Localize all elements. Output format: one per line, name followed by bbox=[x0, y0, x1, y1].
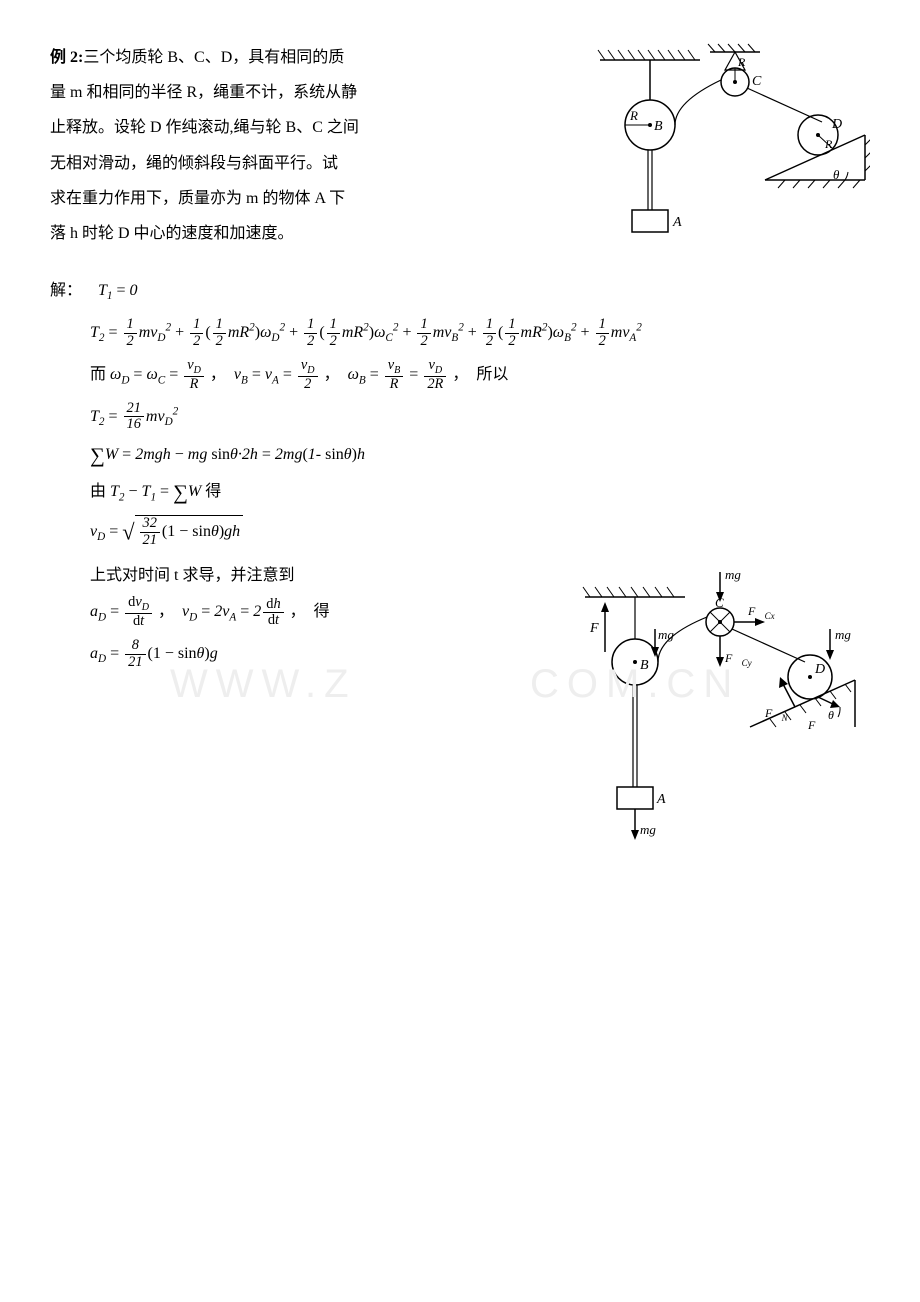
problem-line-1: 量 m 和相同的半径 R，绳重不计，系统从静 bbox=[50, 84, 357, 101]
problem-line-4: 求在重力作用下，质量亦为 m 的物体 A 下 bbox=[50, 190, 345, 207]
svg-text:θ: θ bbox=[828, 708, 834, 722]
eq-omega-relations: 而 ωD = ωC = vDR ， vB = vA = vD2 ， ωB = v… bbox=[90, 358, 870, 393]
deriv-row: 上式对时间 t 求导，并注意到 aD = dvDdt ， vD = 2vA = … bbox=[50, 557, 870, 890]
problem-row: 例 2:三个均质轮 B、C、D，具有相同的质 量 m 和相同的半径 R，绳重不计… bbox=[50, 40, 870, 273]
problem-line-5: 落 h 时轮 D 中心的速度和加速度。 bbox=[50, 225, 294, 242]
svg-text:mg⃗: mg⃗ bbox=[658, 627, 684, 642]
note-omega-tail: 所以 bbox=[476, 366, 508, 383]
svg-text:R: R bbox=[824, 137, 833, 151]
svg-text:F⃗Cx: F⃗Cx bbox=[747, 604, 775, 621]
svg-text:B: B bbox=[640, 658, 649, 673]
eq-T2-result: T2 = 2116mvD2 bbox=[90, 401, 870, 434]
problem-line-0: 三个均质轮 B、C、D，具有相同的质 bbox=[83, 49, 344, 66]
problem-line-3: 无相对滑动，绳的倾斜段与斜面平行。试 bbox=[50, 155, 338, 172]
problem-line-2: 止释放。设轮 D 作纯滚动,绳与轮 B、C 之间 bbox=[50, 119, 359, 136]
page-container: WWW.Z COM.CN 例 2:三个均质轮 B、C、D，具有相同的质 量 m … bbox=[50, 40, 870, 890]
by-label: 由 bbox=[90, 484, 106, 501]
svg-text:F⃗Cy: F⃗Cy bbox=[724, 651, 752, 668]
svg-text:C: C bbox=[752, 74, 762, 89]
svg-text:mg⃗: mg⃗ bbox=[725, 567, 751, 582]
deriv-tail: 得 bbox=[314, 604, 330, 621]
svg-text:A: A bbox=[656, 792, 666, 807]
deriv-text: 上式对时间 t 求导，并注意到 aD = dvDdt ， vD = 2vA = … bbox=[50, 557, 560, 679]
deriv-note-1: 上式对时间 t 求导，并注意到 bbox=[90, 565, 560, 587]
svg-text:mg⃗: mg⃗ bbox=[835, 627, 861, 642]
problem-label: 例 2: bbox=[50, 49, 83, 66]
svg-text:A: A bbox=[672, 215, 682, 230]
eq-aD-deriv: aD = dvDdt ， vD = 2vA = 2dhdt ， 得 bbox=[90, 595, 560, 630]
problem-text: 例 2:三个均质轮 B、C、D，具有相同的质 量 m 和相同的半径 R，绳重不计… bbox=[50, 40, 570, 251]
figure-1-container: R B R C R D bbox=[570, 40, 870, 273]
svg-text:mg⃗: mg⃗ bbox=[640, 822, 666, 837]
figure-2-container: F⃗ B mg⃗ C mg⃗ F⃗Cx bbox=[560, 557, 870, 890]
solution-start: 解： T1 = 0 bbox=[50, 273, 870, 309]
eq-T2: T2 = 12mvD2 + 12(12mR2)ωD2 + 12(12mR2)ωC… bbox=[90, 317, 870, 350]
by-tail: 得 bbox=[205, 484, 221, 501]
deriv-note-1-text: 上式对时间 t 求导，并注意到 bbox=[90, 567, 294, 584]
figure-2-svg: F⃗ B mg⃗ C mg⃗ F⃗Cx bbox=[560, 557, 870, 877]
eq-vD: vD = √3221(1 − sinθ)gh bbox=[90, 515, 870, 549]
svg-text:R: R bbox=[629, 108, 638, 123]
eq-aD-result: aD = 821(1 − sinθ)g bbox=[90, 638, 560, 671]
svg-text:F⃗: F⃗ bbox=[807, 718, 825, 732]
svg-text:B: B bbox=[654, 119, 663, 134]
figure-1-svg: R B R C R D bbox=[570, 40, 870, 260]
svg-text:D: D bbox=[831, 117, 842, 132]
eq-work: ∑W = 2mgh − mg sinθ·2h = 2mg(1- sinθ)h bbox=[90, 441, 870, 470]
svg-text:F⃗N: F⃗N bbox=[764, 706, 789, 723]
svg-text:D: D bbox=[814, 662, 825, 677]
svg-text:R: R bbox=[737, 55, 746, 69]
solution-label: 解： bbox=[50, 282, 82, 299]
eq-T1: T1 = 0 bbox=[98, 282, 138, 299]
svg-text:θ: θ bbox=[833, 167, 840, 182]
note-omega: 而 bbox=[90, 366, 106, 383]
eq-by: 由 T2 − T1 = ∑W 得 bbox=[90, 478, 870, 507]
svg-text:F⃗: F⃗ bbox=[589, 621, 609, 636]
